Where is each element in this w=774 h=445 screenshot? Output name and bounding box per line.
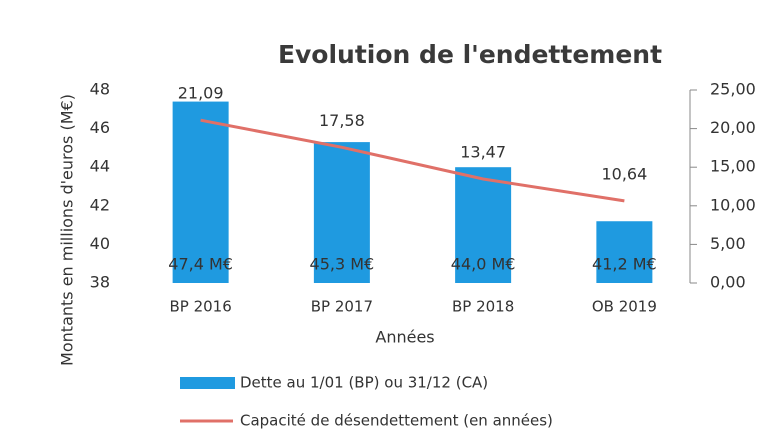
bar [172,101,229,283]
y-tick-label: 44 [90,157,110,176]
chart-title: Evolution de l'endettement [278,40,662,69]
x-tick-label: BP 2017 [311,298,373,316]
x-tick-label: BP 2018 [452,298,514,316]
line-label: 21,09 [178,84,224,103]
legend-swatch [180,377,235,389]
legend-label: Capacité de désendettement (en années) [240,412,553,430]
y-tick-label: 38 [90,273,110,292]
y-tick-label: 46 [90,118,110,137]
y-tick-label: 48 [90,80,110,99]
bar-label: 45,3 M€ [310,255,375,274]
y2-tick-label: 20,00 [710,118,756,137]
bar [313,142,370,283]
y-axis-label: Montants en millions d'euros (M€) [58,94,77,366]
bar-label: 44,0 M€ [451,255,516,274]
y-tick-label: 40 [90,234,110,253]
y2-tick-label: 10,00 [710,195,756,214]
line [200,118,625,203]
y2-tick-label: 25,00 [710,80,756,99]
y2-tick-label: 5,00 [710,234,746,253]
x-axis-label: Années [375,328,434,347]
y2-tick-label: 15,00 [710,157,756,176]
bar [455,167,512,283]
line-label: 13,47 [460,143,506,162]
bar-label: 47,4 M€ [168,255,233,274]
bar-label: 41,2 M€ [592,255,657,274]
y2-tick-label: 0,00 [710,273,746,292]
line-label: 10,64 [601,164,647,183]
y-tick-label: 42 [90,195,110,214]
x-tick-label: BP 2016 [169,298,231,316]
line-label: 17,58 [319,111,365,130]
bar [596,221,653,283]
x-tick-label: OB 2019 [592,298,657,316]
legend-label: Dette au 1/01 (BP) ou 31/12 (CA) [240,374,488,392]
